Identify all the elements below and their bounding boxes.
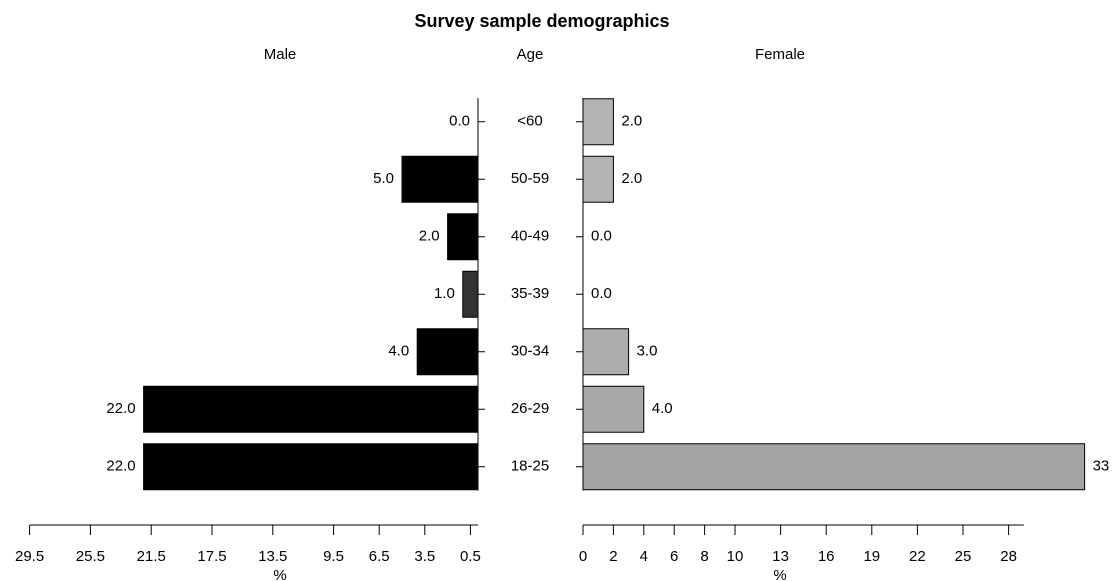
x-tick-label: 21.5 bbox=[137, 548, 166, 565]
x-tick-label: 22 bbox=[909, 548, 926, 565]
x-tick-label: 19 bbox=[863, 548, 880, 565]
value-label: 4.0 bbox=[388, 343, 409, 360]
value-label: 0.0 bbox=[449, 113, 470, 130]
value-label: 4.0 bbox=[652, 400, 673, 417]
value-label: 22.0 bbox=[106, 458, 135, 475]
x-tick-label: 28 bbox=[1000, 548, 1017, 565]
x-tick-label: 6 bbox=[670, 548, 678, 565]
bar bbox=[582, 328, 630, 376]
bar bbox=[143, 443, 479, 491]
x-axis-label: % bbox=[273, 567, 286, 581]
center-label: Age bbox=[517, 46, 544, 63]
value-label: 0.0 bbox=[591, 228, 612, 245]
category-label: 40-49 bbox=[511, 228, 549, 245]
x-tick-label: 13.5 bbox=[258, 548, 287, 565]
bar bbox=[582, 385, 645, 433]
bar bbox=[416, 328, 479, 376]
bar bbox=[401, 155, 479, 203]
value-label: 2.0 bbox=[621, 113, 642, 130]
value-label: 1.0 bbox=[434, 285, 455, 302]
value-label: 0.0 bbox=[591, 285, 612, 302]
value-label: 2.0 bbox=[419, 228, 440, 245]
value-label: 5.0 bbox=[373, 170, 394, 187]
bar bbox=[447, 213, 479, 261]
value-label: 3.0 bbox=[637, 343, 658, 360]
bar bbox=[462, 270, 479, 318]
bar bbox=[582, 155, 614, 203]
x-tick-label: 29.5 bbox=[15, 548, 44, 565]
x-tick-label: 25.5 bbox=[76, 548, 105, 565]
x-tick-label: 9.5 bbox=[323, 548, 344, 565]
x-tick-label: 13 bbox=[772, 548, 789, 565]
x-tick-label: 0.5 bbox=[460, 548, 481, 565]
x-tick-label: 3.5 bbox=[414, 548, 435, 565]
x-tick-label: 4 bbox=[640, 548, 648, 565]
category-label: 35-39 bbox=[511, 285, 549, 302]
category-label: <60 bbox=[517, 113, 542, 130]
x-tick-label: 0 bbox=[579, 548, 587, 565]
x-axis-label: % bbox=[773, 567, 786, 581]
x-tick-label: 6.5 bbox=[369, 548, 390, 565]
series-name: Male bbox=[264, 46, 297, 63]
x-tick-label: 16 bbox=[818, 548, 835, 565]
bar bbox=[582, 98, 614, 146]
x-tick-label: 10 bbox=[727, 548, 744, 565]
value-label: 2.0 bbox=[621, 170, 642, 187]
bar bbox=[143, 385, 479, 433]
x-tick-label: 17.5 bbox=[197, 548, 226, 565]
category-label: 50-59 bbox=[511, 170, 549, 187]
value-label: 22.0 bbox=[106, 400, 135, 417]
x-tick-label: 2 bbox=[609, 548, 617, 565]
value-label: 33 bbox=[1093, 458, 1110, 475]
x-tick-label: 25 bbox=[955, 548, 972, 565]
category-label: 18-25 bbox=[511, 458, 549, 475]
x-tick-label: 8 bbox=[700, 548, 708, 565]
series-name: Female bbox=[755, 46, 805, 63]
chart-title: Survey sample demographics bbox=[414, 11, 669, 31]
bar bbox=[582, 443, 1086, 491]
category-label: 30-34 bbox=[511, 343, 549, 360]
category-label: 26-29 bbox=[511, 400, 549, 417]
